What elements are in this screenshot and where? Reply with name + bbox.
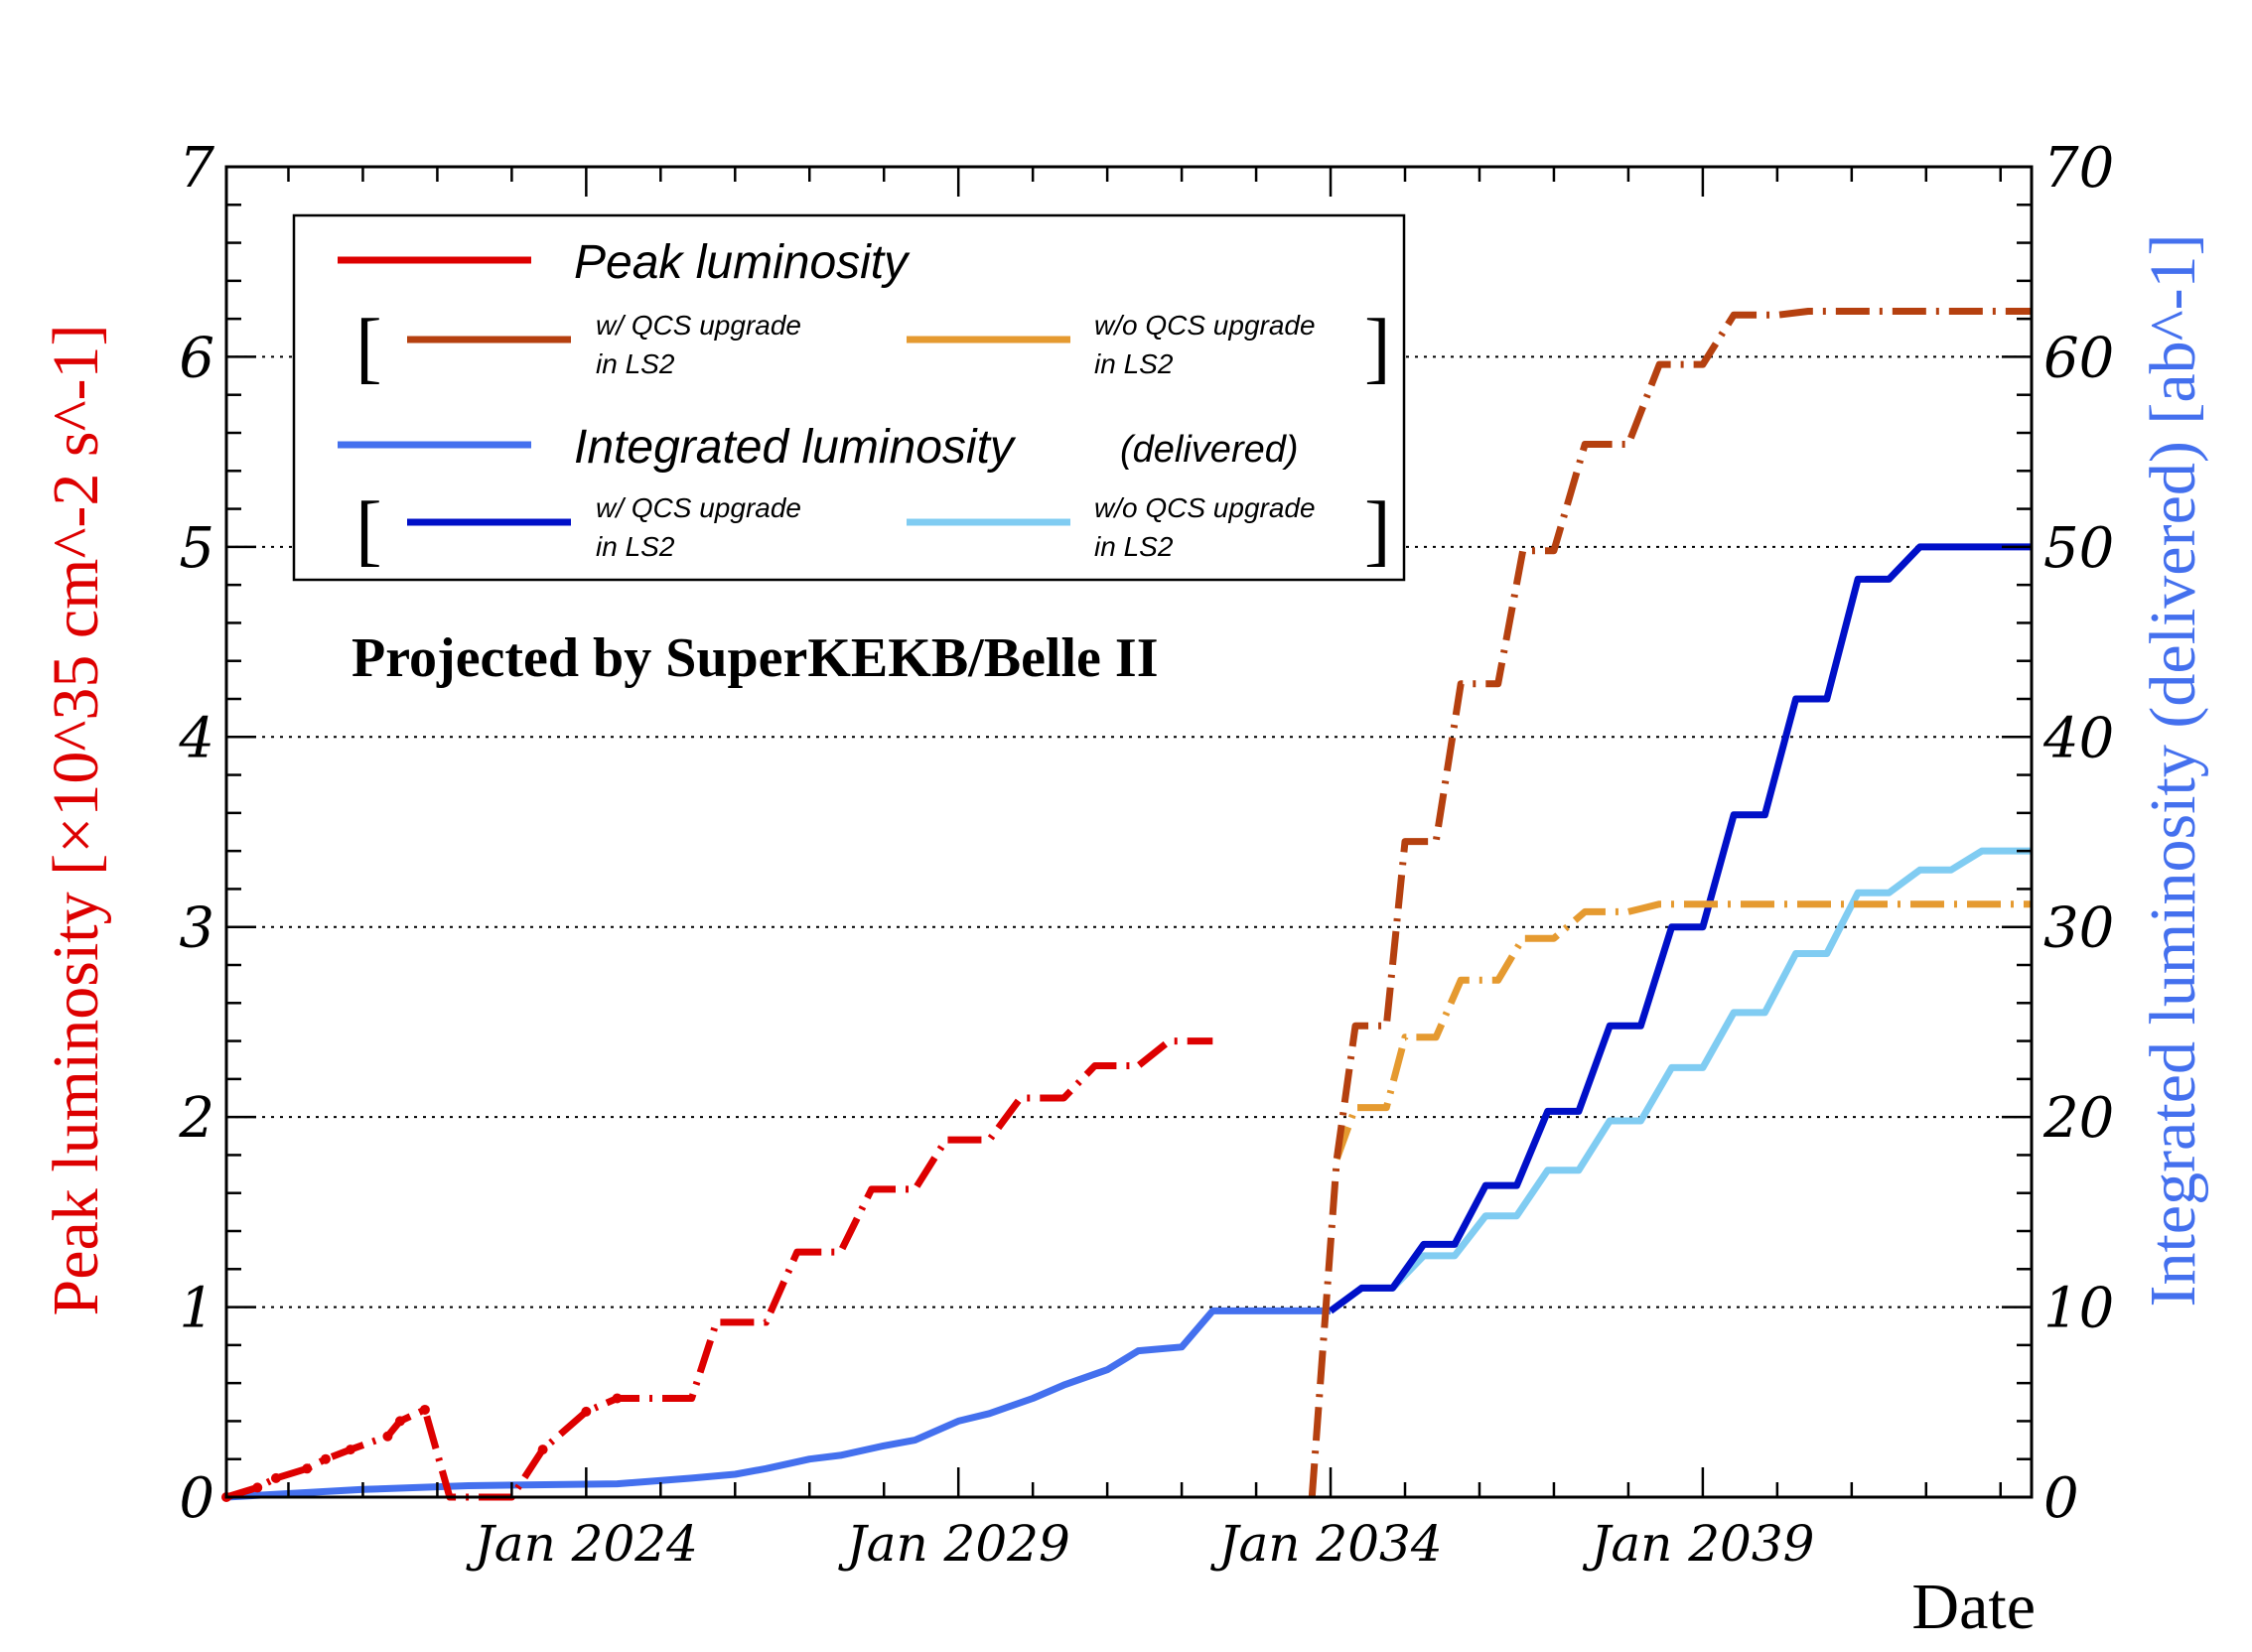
right-tick-label: 40 bbox=[2042, 706, 2114, 770]
x-axis-title: Date bbox=[1911, 1571, 2036, 1643]
legend-label-peak-noqcs-2: in LS2 bbox=[1094, 348, 1174, 379]
left-tick-label: 2 bbox=[178, 1086, 214, 1151]
peak-marker bbox=[270, 1472, 281, 1483]
peak-marker bbox=[394, 1416, 405, 1427]
axis-ticks bbox=[226, 167, 2032, 1499]
legend-bracket-close-int: ] bbox=[1364, 486, 1391, 574]
x-tick-label: Jan 2029 bbox=[838, 1515, 1070, 1573]
left-tick-label: 0 bbox=[179, 1466, 214, 1531]
right-tick-label: 20 bbox=[2042, 1086, 2114, 1151]
legend-label-peak: Peak luminosity bbox=[574, 236, 911, 289]
left-tick-labels: 0 1 2 3 4 5 6 7 bbox=[178, 136, 214, 1531]
peak-marker bbox=[612, 1393, 623, 1404]
legend-bracket-open-peak: [ bbox=[355, 304, 382, 391]
peak-marker bbox=[302, 1463, 313, 1474]
series-peak-qcs bbox=[1308, 308, 2032, 1498]
legend-label-int-qcs-2: in LS2 bbox=[596, 531, 675, 562]
right-tick-label: 30 bbox=[2043, 896, 2114, 961]
peak-marker bbox=[345, 1445, 355, 1455]
legend-label-int-noqcs-2: in LS2 bbox=[1094, 531, 1174, 562]
left-tick-label: 1 bbox=[179, 1277, 214, 1341]
peak-marker bbox=[320, 1453, 331, 1464]
left-axis-title: Peak luminosity [×10^35 cm^-2 s^-1] bbox=[40, 324, 112, 1315]
legend-label-int-noqcs-1: w/o QCS upgrade bbox=[1094, 492, 1316, 523]
legend-label-int-qcs-1: w/ QCS upgrade bbox=[596, 492, 801, 523]
right-tick-label: 60 bbox=[2043, 326, 2114, 390]
legend-label-int: Integrated luminosity bbox=[574, 421, 1017, 474]
legend-label-peak-noqcs-1: w/o QCS upgrade bbox=[1094, 310, 1316, 341]
peak-marker bbox=[382, 1431, 393, 1442]
peak-marker bbox=[252, 1482, 263, 1493]
peak-marker bbox=[537, 1445, 548, 1455]
series-int-qcs bbox=[1328, 543, 2032, 1314]
right-tick-label: 50 bbox=[2043, 516, 2114, 581]
series-peak bbox=[224, 1037, 1213, 1501]
right-axis-title: Integrated luminosity (delivered) [ab^-1… bbox=[2137, 233, 2209, 1307]
peak-marker bbox=[581, 1406, 592, 1417]
right-tick-label: 70 bbox=[2043, 136, 2114, 201]
plot-frame bbox=[224, 165, 2034, 1499]
left-tick-label: 4 bbox=[178, 706, 214, 770]
legend-label-delivered: (delivered) bbox=[1120, 429, 1299, 471]
legend-bracket-open-int: [ bbox=[355, 486, 382, 574]
peak-marker bbox=[419, 1404, 430, 1415]
legend: Peak luminosity [ w/ QCS upgrade in LS2 … bbox=[292, 213, 1406, 582]
left-tick-label: 5 bbox=[179, 516, 214, 581]
series-int bbox=[225, 1307, 1331, 1501]
left-tick-label: 6 bbox=[179, 326, 214, 390]
x-tick-labels: Jan 2024 Jan 2029 Jan 2034 Jan 2039 bbox=[466, 1515, 1815, 1573]
legend-label-peak-qcs-1: w/ QCS upgrade bbox=[596, 310, 801, 341]
right-tick-labels: 0 10 20 30 40 50 60 70 bbox=[2042, 136, 2114, 1531]
x-tick-label: Jan 2039 bbox=[1582, 1515, 1814, 1573]
series-peak-noqcs bbox=[1334, 900, 2032, 1161]
right-tick-label: 10 bbox=[2043, 1277, 2114, 1341]
left-tick-label: 7 bbox=[179, 136, 214, 201]
series-int-noqcs bbox=[1328, 847, 2032, 1314]
legend-label-peak-qcs-2: in LS2 bbox=[596, 348, 675, 379]
left-tick-label: 3 bbox=[179, 896, 214, 961]
right-tick-label: 0 bbox=[2043, 1466, 2079, 1531]
legend-bracket-close-peak: ] bbox=[1364, 304, 1391, 391]
x-tick-label: Jan 2024 bbox=[466, 1515, 698, 1573]
series-layer bbox=[221, 308, 2032, 1502]
projection-annotation: Projected by SuperKEKB/Belle II bbox=[352, 627, 1159, 689]
x-tick-label: Jan 2034 bbox=[1209, 1515, 1442, 1573]
